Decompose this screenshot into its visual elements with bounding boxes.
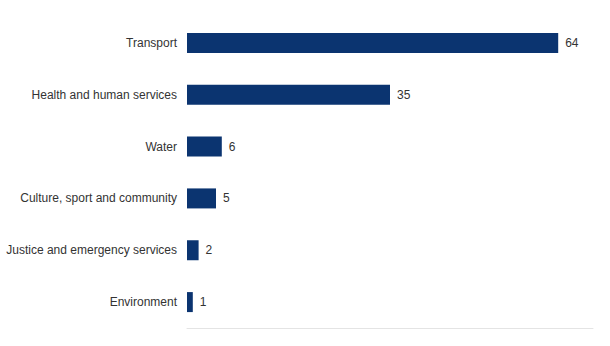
svg-text:Health and human services: Health and human services (32, 88, 177, 102)
svg-text:35: 35 (397, 88, 411, 102)
svg-text:Environment: Environment (110, 295, 178, 309)
svg-text:2: 2 (206, 243, 213, 257)
svg-text:6: 6 (229, 140, 236, 154)
svg-text:Transport: Transport (126, 36, 178, 50)
svg-text:64: 64 (565, 36, 579, 50)
svg-text:Justice and emergency services: Justice and emergency services (6, 243, 177, 257)
svg-text:5: 5 (223, 191, 230, 205)
svg-text:Water: Water (145, 140, 177, 154)
svg-text:Culture, sport and community: Culture, sport and community (20, 191, 177, 205)
svg-text:1: 1 (200, 295, 207, 309)
